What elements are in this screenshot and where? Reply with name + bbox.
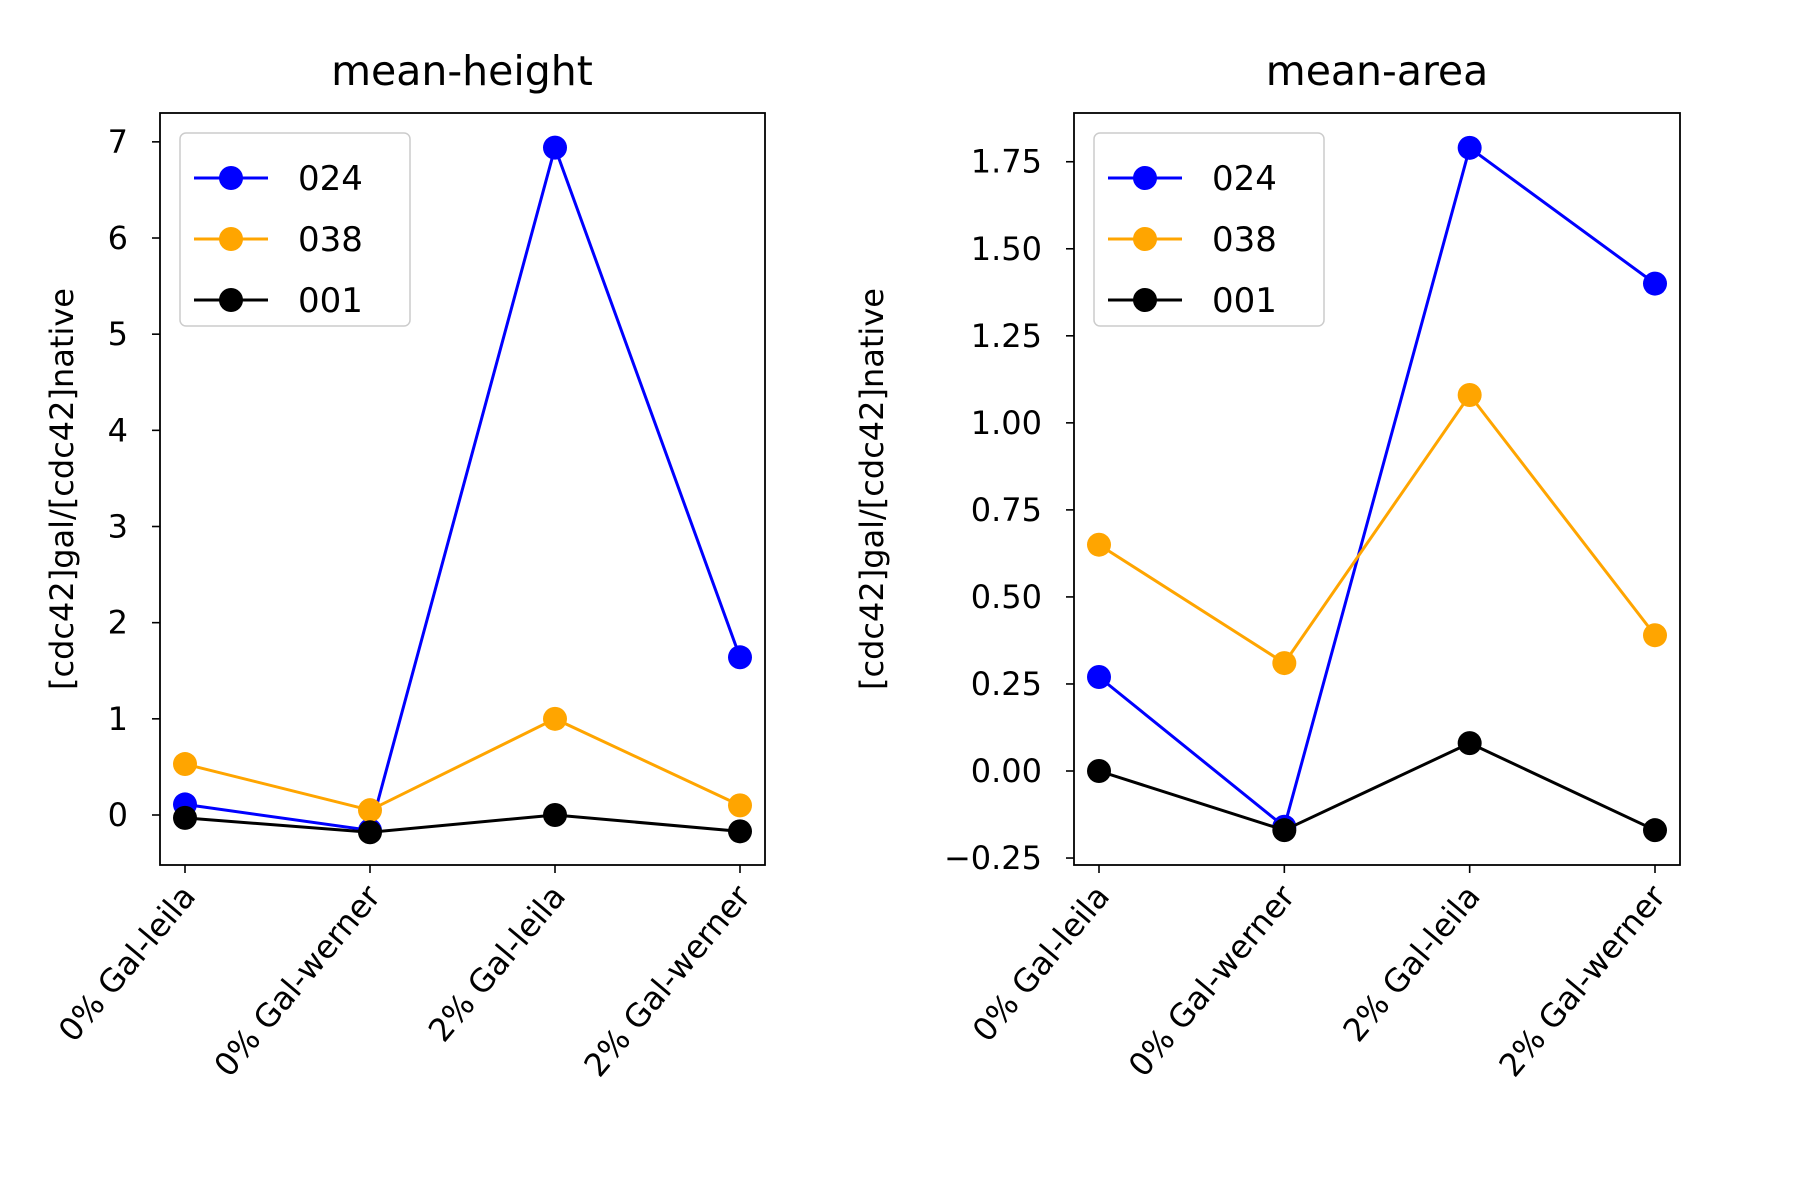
chart2-legend-label-024: 024 — [1212, 159, 1277, 199]
chart1-x-tick-label: 2% Gal-werner — [576, 877, 758, 1084]
chart2-y-tick-label: 1.00 — [971, 404, 1042, 442]
chart1-legend-label-001: 001 — [298, 281, 363, 321]
chart2-x-tick-label: 2% Gal-werner — [1491, 877, 1673, 1084]
chart2-y-tick-label: 1.25 — [971, 317, 1042, 355]
chart2-data-point-038 — [1643, 623, 1667, 648]
chart2-data-point-024 — [1087, 665, 1111, 689]
chart2-legend-label-001: 001 — [1212, 281, 1277, 321]
chart1-x-tick-label: 2% Gal-leila — [421, 878, 573, 1049]
chart1-data-point-038 — [358, 798, 382, 823]
chart1-data-point-001 — [173, 805, 197, 830]
chart1-y-tick-label: 3 — [108, 508, 128, 546]
chart2-y-tick-label: −0.25 — [944, 839, 1042, 877]
chart2-data-point-001 — [1457, 731, 1482, 756]
chart2-legend-marker-001 — [1133, 288, 1157, 312]
chart1-data-point-001 — [358, 820, 382, 845]
chart1-title: mean-height — [331, 47, 593, 95]
chart2-x-tick-label: 0% Gal-werner — [1121, 877, 1303, 1084]
chart2-series-line-024 — [1098, 145, 1656, 830]
chart2-data-point-001 — [1272, 818, 1297, 843]
chart1-series-line-024 — [184, 142, 742, 833]
chart2-legend-marker-038 — [1133, 227, 1157, 251]
chart2-plot-frame — [1073, 112, 1681, 866]
chart1-legend-label-038: 038 — [298, 220, 363, 260]
chart2-x-tick-label: 2% Gal-leila — [1335, 878, 1487, 1049]
chart2-y-axis-label: [cdc42]gal/[cdc42]native — [853, 288, 891, 690]
chart1-data-point-038 — [728, 793, 752, 818]
chart1-data-point-038 — [543, 706, 567, 731]
chart1-y-tick-label: 7 — [108, 123, 128, 161]
chart1-y-axis-label: [cdc42]gal/[cdc42]native — [43, 288, 81, 690]
chart2-y-tick-label: 1.75 — [971, 143, 1042, 181]
chart1-y-tick-label: 4 — [108, 411, 128, 449]
chart2-legend-label-038: 038 — [1212, 220, 1277, 260]
chart2-series-line-001 — [1098, 741, 1656, 832]
chart1-legend — [179, 132, 411, 327]
chart1-data-point-024 — [543, 135, 567, 160]
chart1-y-tick-label: 1 — [108, 700, 128, 738]
chart2-series-line-038 — [1098, 392, 1657, 666]
chart2-y-tick-label: 0.25 — [971, 665, 1042, 703]
chart2-title: mean-area — [1266, 47, 1489, 95]
chart1-legend-marker-001 — [219, 288, 243, 312]
chart1-series-line-038 — [184, 717, 741, 812]
chart2-legend-marker-024 — [1133, 166, 1157, 190]
chart2-y-tick-label: 0.75 — [971, 491, 1042, 529]
chart1-x-tick-label: 0% Gal-werner — [206, 877, 388, 1084]
chart2-y-tick-label: 1.50 — [971, 230, 1042, 268]
chart1-data-point-001 — [728, 819, 752, 844]
chart2-x-tick-label: 0% Gal-leila — [965, 878, 1117, 1049]
chart1-data-point-024 — [728, 645, 752, 670]
chart1-y-tick-label: 6 — [108, 219, 128, 257]
chart1-x-tick-label: 0% Gal-leila — [51, 878, 203, 1049]
chart1-legend-marker-024 — [219, 166, 243, 190]
chart2-data-point-038 — [1457, 383, 1482, 407]
chart1-y-tick-label: 5 — [108, 315, 128, 353]
chart2-y-tick-label: 0.00 — [971, 752, 1042, 790]
chart2-data-point-038 — [1272, 651, 1297, 676]
chart1-data-point-001 — [543, 802, 567, 827]
chart1-data-point-038 — [173, 752, 197, 777]
chart2-data-point-024 — [1457, 135, 1482, 160]
chart1-series-line-001 — [184, 813, 741, 834]
chart1-y-tick-label: 2 — [108, 604, 128, 642]
chart2-y-tick-label: 0.50 — [971, 578, 1042, 616]
chart2-data-point-001 — [1643, 818, 1667, 843]
chart1-y-tick-label: 0 — [108, 796, 128, 834]
chart1-plot-frame — [159, 112, 766, 866]
chart2-data-point-038 — [1087, 532, 1111, 557]
chart2-data-point-001 — [1087, 759, 1111, 783]
chart1-legend-marker-038 — [219, 227, 243, 251]
chart2-data-point-024 — [1643, 271, 1667, 296]
chart1-legend-label-024: 024 — [298, 159, 363, 199]
chart2-legend — [1093, 132, 1325, 327]
